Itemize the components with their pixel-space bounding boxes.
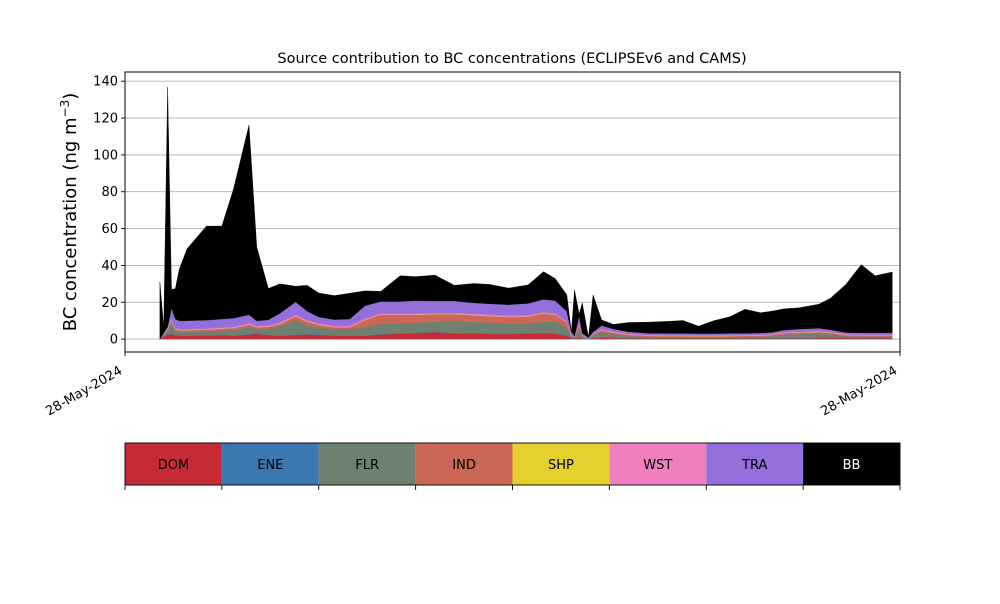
legend-label-ind: IND: [452, 458, 476, 473]
chart-title: Source contribution to BC concentrations…: [277, 51, 746, 67]
y-axis-ticks: 0 20 40 60 80 100 120 140: [93, 75, 125, 348]
area-bb: [159, 87, 893, 340]
legend-swatch-wst: [609, 443, 707, 485]
y-tick-label: 20: [101, 296, 118, 311]
legend-label-shp: SHP: [548, 458, 574, 473]
legend-swatch-flr: [318, 443, 416, 485]
y-axis-label-sup: −3: [58, 100, 72, 118]
legend-label-bb: BB: [843, 458, 861, 473]
y-tick-label: 120: [93, 112, 118, 127]
legend-label-tra: TRA: [741, 458, 767, 473]
legend-label-wst: WST: [643, 458, 672, 473]
plot-frame: [124, 71, 901, 353]
x-tick-label: 28-May-2024: [818, 363, 900, 419]
y-axis-label-close: ): [60, 93, 81, 100]
legend-swatch-shp: [512, 443, 610, 485]
legend-swatch-dom: [125, 443, 222, 485]
legend-label-flr: FLR: [355, 458, 379, 473]
y-axis-label-main: BC concentration (ng m: [60, 117, 81, 331]
legend-label-ene: ENE: [257, 458, 283, 473]
legend-colorbar: DOM ENE FLR IND SHP WST TRA BB: [124, 442, 901, 490]
y-axis-label: BC concentration (ng m−3): [58, 93, 81, 332]
x-axis-ticks: 28-May-2024 28-May-2024: [43, 352, 901, 419]
legend-label-dom: DOM: [158, 458, 189, 473]
stacked-areas: [159, 87, 893, 340]
y-tick-label: 0: [110, 333, 118, 348]
x-tick-label: 28-May-2024: [43, 363, 125, 419]
y-tick-label: 80: [101, 185, 118, 200]
y-tick-label: 140: [93, 75, 118, 90]
y-tick-label: 100: [93, 148, 118, 163]
y-tick-label: 40: [101, 259, 118, 274]
legend-swatch-tra: [706, 443, 804, 485]
legend-swatch-ene: [221, 443, 319, 485]
legend-swatch-ind: [415, 443, 513, 485]
legend-swatch-bb: [803, 443, 900, 485]
y-tick-label: 60: [101, 222, 118, 237]
